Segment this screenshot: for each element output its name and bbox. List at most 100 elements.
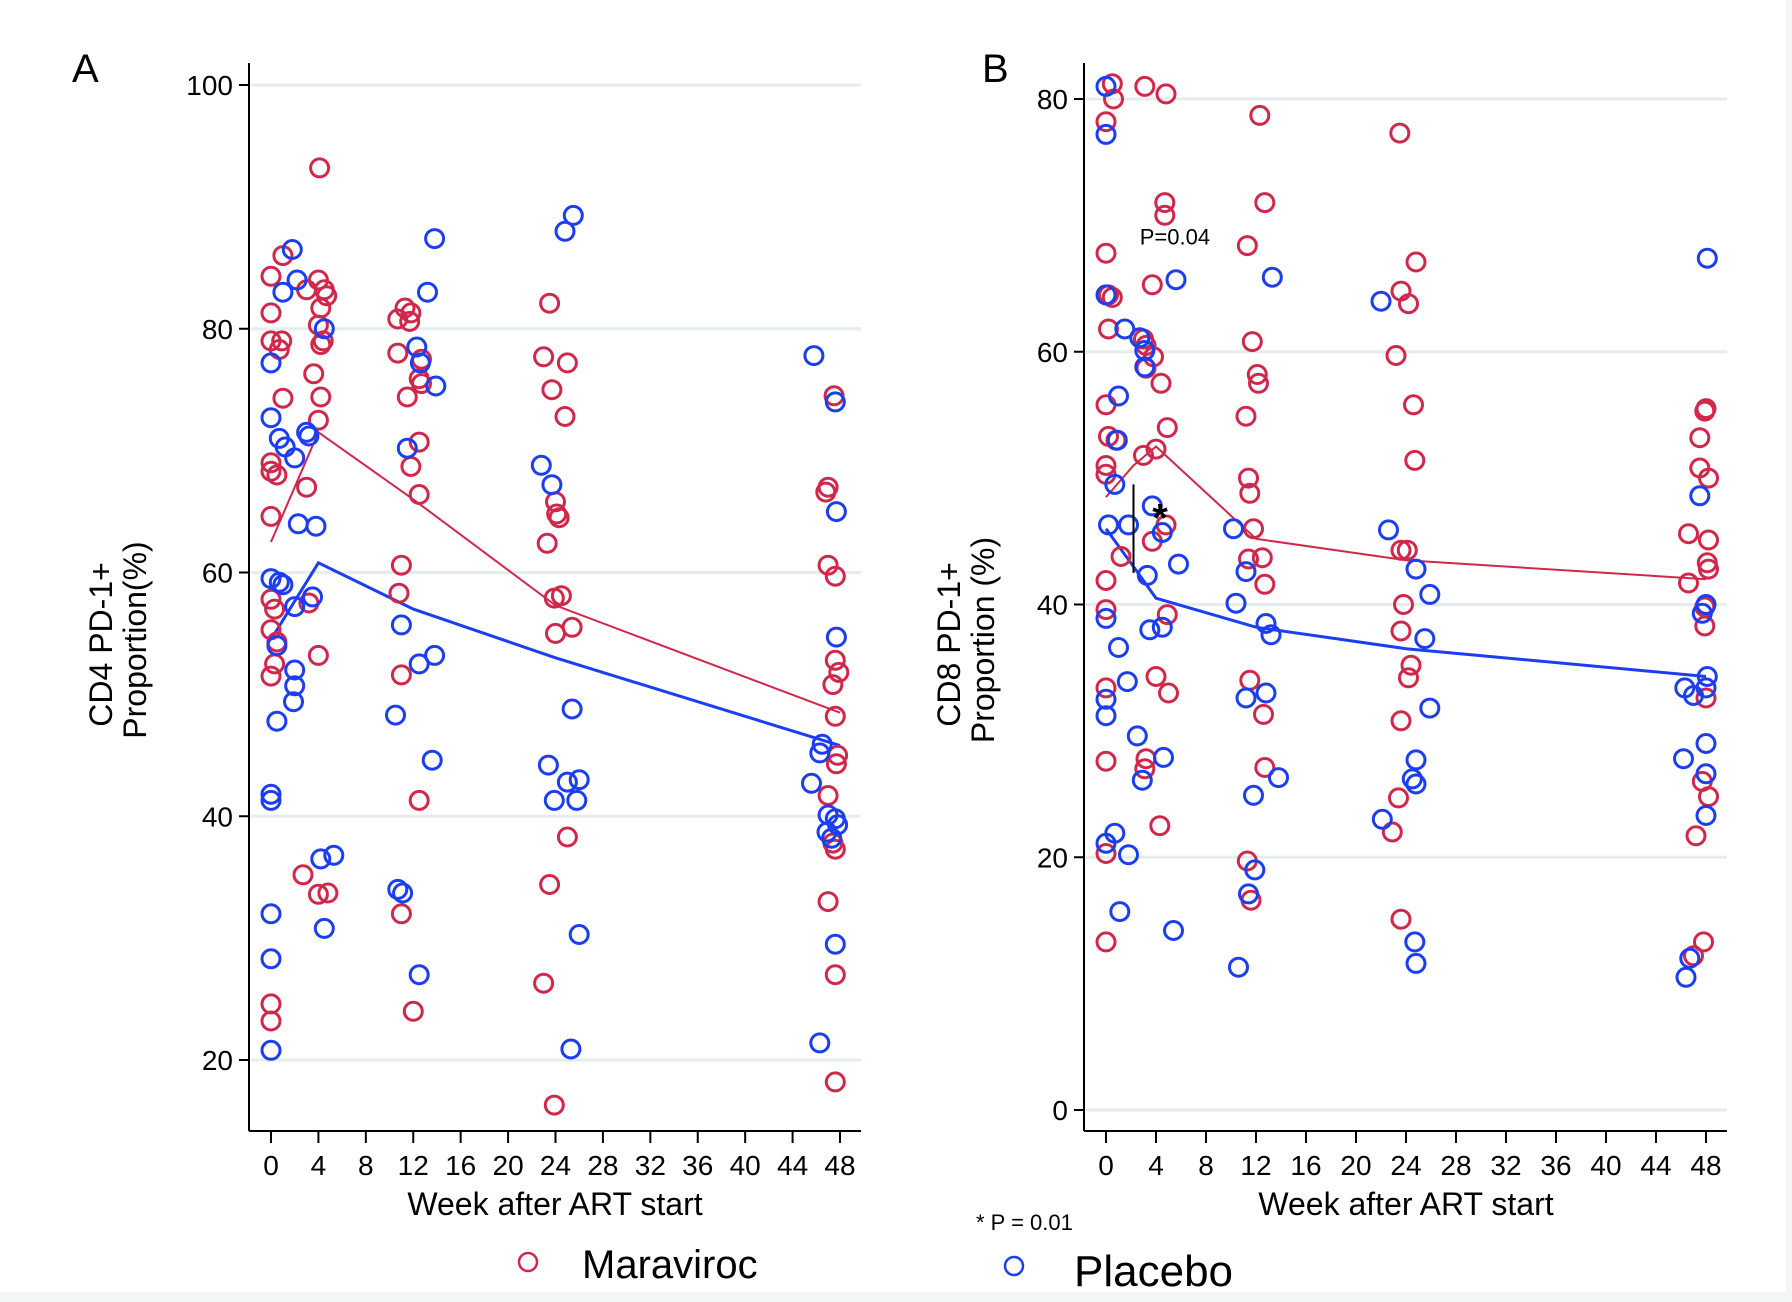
- panel-b-y-axis-title-line2: Proportion (%): [965, 537, 1001, 743]
- data-point-maraviroc: [1110, 546, 1132, 567]
- data-point-maraviroc: [533, 346, 555, 368]
- data-point-placebo: [1238, 883, 1259, 905]
- data-point-maraviroc: [1158, 682, 1179, 704]
- data-point-placebo: [1244, 859, 1266, 881]
- data-point-maraviroc: [556, 826, 578, 848]
- data-point-maraviroc: [387, 342, 409, 364]
- data-point-placebo: [1675, 966, 1697, 988]
- panel-a-x-axis-title: Week after ART start: [407, 1186, 702, 1222]
- data-point-maraviroc: [1095, 242, 1117, 264]
- data-point-placebo: [313, 318, 335, 340]
- data-point-placebo: [1134, 340, 1156, 361]
- data-point-maraviroc: [543, 1094, 565, 1116]
- data-point-placebo: [298, 425, 320, 447]
- data-point-placebo: [425, 375, 447, 397]
- data-point-placebo: [560, 1038, 582, 1060]
- data-point-placebo: [1095, 123, 1117, 145]
- data-point-placebo: [305, 515, 327, 537]
- data-point-maraviroc: [1155, 83, 1177, 105]
- data-point-maraviroc: [1241, 331, 1263, 353]
- data-point-placebo: [1108, 385, 1129, 407]
- data-point-placebo: [424, 644, 446, 666]
- data-point-placebo: [260, 1039, 282, 1061]
- panel-a-y-ticks: 20 40 60 80 100: [186, 70, 249, 1076]
- data-point-placebo: [562, 204, 584, 226]
- data-point-maraviroc: [1381, 821, 1403, 843]
- data-point-placebo: [1095, 832, 1117, 854]
- data-point-placebo: [409, 352, 431, 374]
- p-value-annotation: P=0.04: [1140, 224, 1210, 249]
- data-point-maraviroc: [822, 674, 844, 696]
- data-point-maraviroc: [550, 585, 572, 607]
- data-point-maraviroc: [1398, 667, 1419, 689]
- data-point-maraviroc: [1095, 455, 1117, 476]
- data-point-maraviroc: [533, 972, 555, 994]
- data-point-maraviroc: [1095, 394, 1117, 416]
- y-tick-label-80: 80: [1037, 84, 1068, 115]
- data-point-placebo: [566, 789, 588, 811]
- data-point-placebo: [260, 568, 282, 590]
- data-point-placebo: [1168, 553, 1189, 575]
- legend: Maraviroc Placebo: [517, 1243, 1233, 1296]
- panel-b-points: [1095, 73, 1719, 988]
- x-tick-label-48: 48: [824, 1150, 855, 1181]
- data-point-placebo: [1118, 514, 1139, 536]
- data-point-maraviroc: [396, 386, 418, 408]
- data-point-placebo: [1095, 688, 1117, 710]
- panel-b-y-axis-title-line1: CD8 PD-1+: [931, 562, 967, 727]
- data-point-maraviroc: [310, 386, 332, 408]
- data-point-maraviroc: [1154, 192, 1176, 214]
- data-point-placebo: [1260, 624, 1282, 646]
- data-point-placebo: [1695, 733, 1717, 754]
- data-point-maraviroc: [264, 598, 286, 620]
- data-point-placebo: [1405, 952, 1427, 974]
- data-point-maraviroc: [1095, 931, 1117, 953]
- data-point-placebo: [825, 501, 847, 523]
- data-point-placebo: [824, 933, 846, 955]
- legend-maraviroc-marker: [517, 1251, 539, 1273]
- x-tick-label-44: 44: [1640, 1150, 1671, 1181]
- panel-b-x-ticks: 0 4 8 12 16 20 24 28 32 36 40 44 48: [1098, 1131, 1722, 1181]
- data-point-maraviroc: [539, 874, 561, 895]
- legend-item-placebo[interactable]: Placebo: [1003, 1247, 1233, 1296]
- data-point-placebo: [260, 903, 282, 925]
- data-point-placebo: [537, 754, 559, 776]
- data-point-placebo: [1108, 637, 1129, 658]
- data-point-maraviroc: [1134, 75, 1156, 97]
- data-point-maraviroc: [824, 964, 846, 986]
- legend-item-maraviroc[interactable]: Maraviroc: [517, 1243, 758, 1287]
- data-point-maraviroc: [1254, 573, 1276, 595]
- data-point-placebo: [1109, 901, 1131, 923]
- legend-placebo-marker: [1003, 1255, 1025, 1277]
- trend-line-placebo: [269, 560, 841, 748]
- data-point-placebo: [541, 474, 563, 496]
- x-tick-label-12: 12: [398, 1150, 429, 1181]
- data-point-placebo: [266, 710, 288, 732]
- data-point-placebo: [424, 228, 446, 250]
- data-point-placebo: [801, 772, 822, 794]
- significance-star: *: [1152, 497, 1168, 541]
- data-point-placebo: [561, 698, 583, 720]
- data-point-placebo: [1114, 318, 1136, 340]
- x-tick-label-28: 28: [587, 1150, 618, 1181]
- data-point-maraviroc: [1154, 204, 1176, 226]
- trend-line-maraviroc: [1105, 445, 1707, 581]
- data-point-placebo: [1255, 682, 1277, 704]
- panel-a-axes: [248, 63, 861, 1132]
- data-point-maraviroc: [541, 379, 563, 401]
- data-point-maraviroc: [1403, 394, 1424, 416]
- data-point-placebo: [1378, 519, 1399, 541]
- x-tick-label-8: 8: [1198, 1150, 1214, 1181]
- data-point-maraviroc: [296, 476, 318, 498]
- data-point-placebo: [556, 771, 578, 793]
- panel-b-annotations: P=0.04 *: [1132, 224, 1210, 573]
- data-point-maraviroc: [1694, 400, 1716, 422]
- data-point-maraviroc: [1246, 364, 1268, 385]
- panel-a-gridlines: [251, 83, 861, 1062]
- data-point-maraviroc: [1253, 703, 1274, 725]
- data-point-maraviroc: [536, 532, 558, 554]
- data-point-placebo: [811, 733, 833, 755]
